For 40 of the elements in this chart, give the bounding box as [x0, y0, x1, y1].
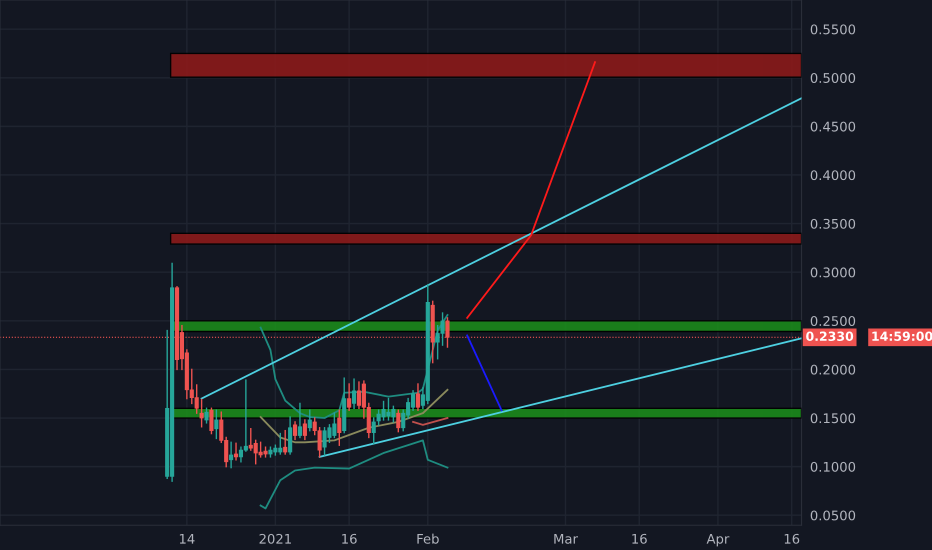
candlestick	[347, 383, 352, 411]
line-series	[260, 314, 448, 419]
y-tick-label: 0.0500	[810, 510, 856, 520]
candlestick	[214, 410, 218, 440]
y-tick-label: 0.3000	[810, 267, 856, 278]
candlestick	[308, 410, 312, 432]
y-tick-label: 0.4500	[810, 122, 856, 132]
x-tick-label: Apr	[706, 534, 730, 546]
candlestick	[209, 408, 214, 434]
x-tick-label: 16	[632, 534, 647, 544]
y-tick-label: 0.5500	[810, 24, 856, 34]
candlestick	[372, 417, 376, 444]
candlestick	[204, 408, 209, 424]
candlestick	[302, 419, 307, 440]
candlestick	[283, 430, 288, 455]
y-tick-label: 0.1000	[810, 462, 856, 472]
x-tick-label: Mar	[554, 534, 578, 544]
y-tick-label: 0.1500	[810, 413, 856, 424]
x-tick-label: 14	[180, 534, 195, 544]
ref-line-label: 0.2330	[806, 332, 854, 341]
candlestick	[229, 442, 234, 468]
candlestick	[352, 378, 356, 409]
x-tick-label: 16	[342, 534, 357, 544]
candlestick	[234, 442, 238, 461]
candlestick	[200, 398, 204, 428]
y-tick-label: 0.2500	[810, 316, 856, 326]
candlestick	[292, 421, 298, 440]
x-tick-label: 16	[784, 534, 800, 544]
y-tick-label: 0.2000	[810, 364, 856, 375]
line-series	[260, 439, 448, 510]
x-tick-label: 2021	[260, 534, 291, 544]
line-series	[260, 388, 448, 444]
y-tick-label: 0.4000	[810, 170, 856, 180]
candlestick	[396, 410, 400, 432]
candlestick	[337, 410, 342, 446]
candlestick	[416, 383, 420, 411]
candlestick	[298, 402, 302, 438]
y-tick-label: 0.3500	[810, 218, 856, 229]
y-tick-label: 0.5000	[810, 72, 856, 83]
x-tick-label: Feb	[417, 534, 439, 544]
